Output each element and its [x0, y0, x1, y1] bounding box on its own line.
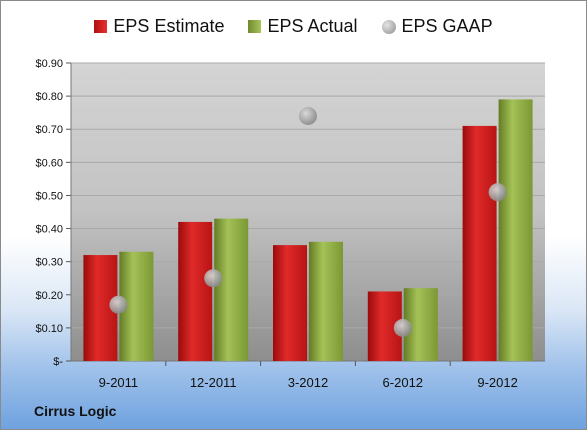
legend-label-eps-gaap: EPS GAAP — [401, 16, 493, 36]
y-tick-label: $0.80 — [35, 91, 63, 103]
y-tick-label: $- — [53, 356, 63, 368]
y-tick-label: $0.50 — [35, 190, 63, 202]
bar-eps-estimate — [178, 221, 213, 361]
bar-eps-actual — [214, 218, 249, 361]
y-tick-label: $0.60 — [35, 157, 63, 169]
legend-swatch-eps-gaap — [381, 19, 396, 34]
company-name: Cirrus Logic — [34, 403, 117, 419]
bar-eps-actual — [309, 241, 343, 361]
y-tick-label: $0.10 — [35, 323, 63, 335]
legend-label-eps-estimate: EPS Estimate — [113, 16, 225, 36]
x-tick-label: 6-2012 — [383, 375, 423, 390]
bar-eps-estimate — [462, 125, 497, 362]
legend-swatch-eps-actual — [248, 20, 262, 33]
legend-item-eps-estimate: EPS Estimate — [94, 16, 224, 37]
bar-eps-actual — [498, 99, 533, 361]
chart-legend: EPS Estimate EPS Actual EPS GAAP — [1, 16, 586, 37]
legend-item-eps-gaap: EPS GAAP — [381, 16, 493, 37]
point-eps-gaap — [299, 106, 317, 125]
y-tick-label: $0.40 — [35, 224, 63, 236]
y-tick-label: $0.70 — [35, 124, 63, 136]
x-tick-label: 3-2012 — [288, 375, 328, 390]
legend-swatch-eps-estimate — [94, 20, 108, 33]
y-tick-label: $0.90 — [35, 58, 63, 70]
legend-item-eps-actual: EPS Actual — [248, 16, 358, 37]
bar-eps-estimate — [273, 245, 307, 361]
point-eps-gaap — [109, 295, 128, 314]
x-tick-label: 9-2012 — [477, 375, 517, 390]
point-eps-gaap — [204, 269, 223, 288]
point-eps-gaap — [393, 318, 412, 337]
legend-label-eps-actual: EPS Actual — [267, 16, 358, 36]
y-tick-label: $0.20 — [35, 290, 63, 302]
y-tick-label: $0.30 — [35, 257, 63, 269]
point-eps-gaap — [488, 183, 507, 202]
x-tick-label: 12-2011 — [190, 375, 237, 390]
x-tick-label: 9-2011 — [99, 375, 139, 390]
